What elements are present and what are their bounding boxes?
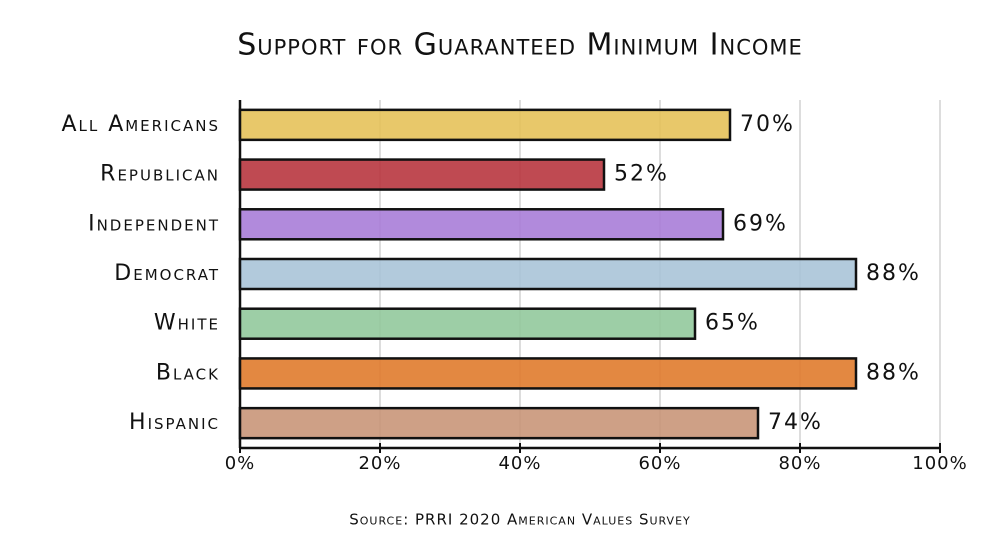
x-tick-label: 60%: [638, 453, 681, 474]
x-tick-label: 80%: [778, 453, 821, 474]
x-tick-label: 0%: [225, 453, 256, 474]
value-label: 74%: [768, 410, 823, 435]
chart-title: Support for Guaranteed Minimum Income: [237, 28, 803, 63]
bar: [238, 357, 858, 390]
value-label: 65%: [705, 311, 760, 336]
bar: [238, 307, 697, 340]
value-label: 52%: [614, 162, 669, 187]
category-label: Independent: [88, 211, 220, 236]
category-label: White: [154, 311, 220, 336]
category-label: Republican: [100, 162, 220, 187]
bar: [238, 208, 725, 241]
value-label: 88%: [866, 360, 921, 385]
category-label: Hispanic: [129, 410, 220, 435]
x-tick-label: 100%: [912, 453, 967, 474]
category-label: All Americans: [61, 112, 220, 137]
source-note: Source: PRRI 2020 American Values Survey: [349, 511, 691, 529]
value-label: 70%: [740, 112, 795, 137]
category-label: Democrat: [114, 261, 220, 286]
x-tick-label: 40%: [498, 453, 541, 474]
category-label: Black: [156, 360, 220, 385]
bar: [238, 406, 760, 440]
x-tick-label: 20%: [358, 453, 401, 474]
bar: [238, 158, 606, 191]
bar: [238, 257, 858, 291]
bar: [238, 108, 732, 142]
value-label: 69%: [733, 211, 788, 236]
value-label: 88%: [866, 261, 921, 286]
